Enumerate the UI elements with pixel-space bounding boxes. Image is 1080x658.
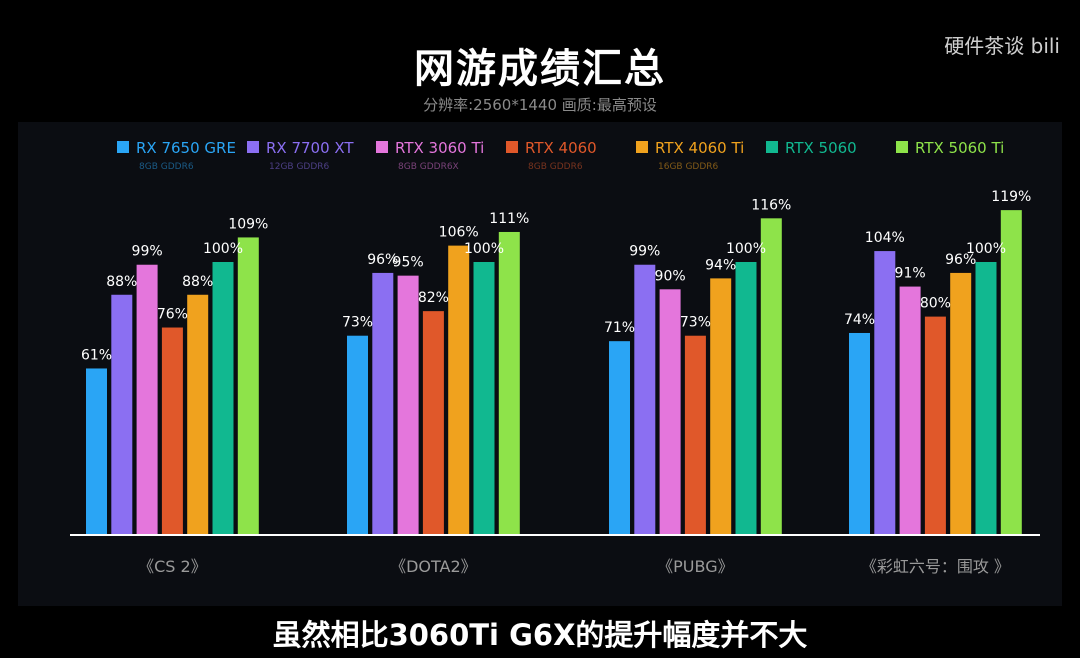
legend-swatch	[636, 141, 648, 153]
bar-value-label: 99%	[629, 244, 660, 260]
bar-value-label: 116%	[751, 197, 791, 213]
bar-value-label: 100%	[464, 241, 504, 257]
bar-value-label: 100%	[966, 241, 1006, 257]
legend-spec: 8GB GDDR6X	[398, 162, 459, 172]
bar	[187, 294, 209, 535]
legend-label: RTX 5060 Ti	[915, 139, 1004, 157]
legend-swatch	[506, 141, 518, 153]
legend-swatch	[117, 141, 129, 153]
bar-value-label: 73%	[680, 315, 711, 331]
legend: RX 7650 GRE 8GB GDDR6 RX 7700 XT 12GB GDDR6…	[117, 139, 1004, 172]
bar-value-label: 74%	[844, 312, 875, 328]
chart-title: 网游成绩汇总	[414, 46, 666, 92]
legend-swatch	[376, 141, 388, 153]
bar-value-label: 80%	[920, 296, 951, 312]
bar-value-label: 91%	[895, 266, 926, 282]
legend-spec: 16GB GDDR6	[658, 162, 719, 172]
legend-swatch	[896, 141, 908, 153]
bar	[86, 368, 107, 535]
bar-value-label: 95%	[393, 255, 424, 271]
legend-label: RTX 5060	[785, 139, 857, 157]
bars	[86, 210, 1022, 535]
bar	[899, 286, 921, 535]
bar	[609, 341, 630, 535]
bar	[448, 245, 470, 535]
bar	[111, 294, 133, 535]
bar-value-label: 94%	[705, 257, 736, 273]
legend-label: RTX 3060 Ti	[395, 139, 484, 157]
bar	[924, 316, 946, 535]
bar	[473, 262, 495, 535]
bar-value-label: 99%	[132, 244, 163, 260]
legend-label: RTX 4060 Ti	[655, 139, 744, 157]
bar	[760, 218, 782, 535]
bar	[397, 275, 419, 535]
bar-value-label: 100%	[203, 241, 243, 257]
bar	[975, 262, 997, 535]
bar	[849, 332, 870, 535]
bar-value-label: 61%	[81, 347, 112, 363]
bar-value-label: 109%	[228, 216, 268, 232]
bar	[950, 272, 972, 535]
bar-value-label: 90%	[655, 268, 686, 284]
bar-value-label: 96%	[945, 252, 976, 268]
bar-value-label: 71%	[604, 320, 635, 336]
bar	[684, 335, 706, 535]
bar-value-label: 100%	[726, 241, 766, 257]
bar-value-label: 88%	[182, 274, 213, 290]
watermark: 硬件茶谈 bili	[944, 34, 1060, 58]
legend-label: RX 7650 GRE	[136, 139, 236, 157]
bar	[1000, 210, 1022, 535]
bar-value-label: 96%	[367, 252, 398, 268]
data-labels: 61%88%99%76%88%100%109%73%96%95%82%106%1…	[81, 189, 1031, 363]
bar	[422, 311, 444, 535]
bar	[212, 262, 234, 535]
bar-value-label: 82%	[418, 290, 449, 306]
bar	[874, 251, 896, 535]
bar	[161, 327, 183, 535]
legend-swatch	[247, 141, 259, 153]
bar-value-label: 104%	[865, 230, 905, 246]
category-label: 《彩虹六号：围攻 》	[861, 557, 1010, 576]
legend-label: RX 7700 XT	[266, 139, 354, 157]
bar	[347, 335, 368, 535]
bar	[237, 237, 259, 535]
chart-subtitle: 分辨率:2560*1440 画质:最高预设	[423, 96, 657, 114]
bar-value-label: 111%	[489, 211, 529, 227]
video-caption: 虽然相比3060Ti G6X的提升幅度并不大	[272, 618, 808, 652]
legend-spec: 8GB GDDR6	[139, 162, 194, 172]
legend-label: RTX 4060	[525, 139, 597, 157]
bar	[710, 278, 732, 535]
category-label: 《PUBG》	[657, 557, 733, 576]
bar-value-label: 106%	[439, 225, 479, 241]
bar-value-label: 119%	[991, 189, 1031, 205]
bar-value-label: 73%	[342, 315, 373, 331]
category-label: 《DOTA2》	[390, 557, 477, 576]
bar-value-label: 76%	[157, 307, 188, 323]
category-labels: 《CS 2》 《DOTA2》 《PUBG》 《彩虹六号：围攻 》	[138, 557, 1010, 576]
category-label: 《CS 2》	[138, 557, 207, 576]
bar	[136, 264, 158, 535]
legend-spec: 8GB GDDR6	[528, 162, 583, 172]
bar-value-label: 88%	[106, 274, 137, 290]
legend-swatch	[766, 141, 778, 153]
bar	[634, 264, 656, 535]
bar	[659, 289, 681, 535]
bar	[735, 262, 757, 535]
bar	[372, 272, 394, 535]
legend-spec: 12GB GDDR6	[269, 162, 330, 172]
bar	[498, 231, 520, 535]
